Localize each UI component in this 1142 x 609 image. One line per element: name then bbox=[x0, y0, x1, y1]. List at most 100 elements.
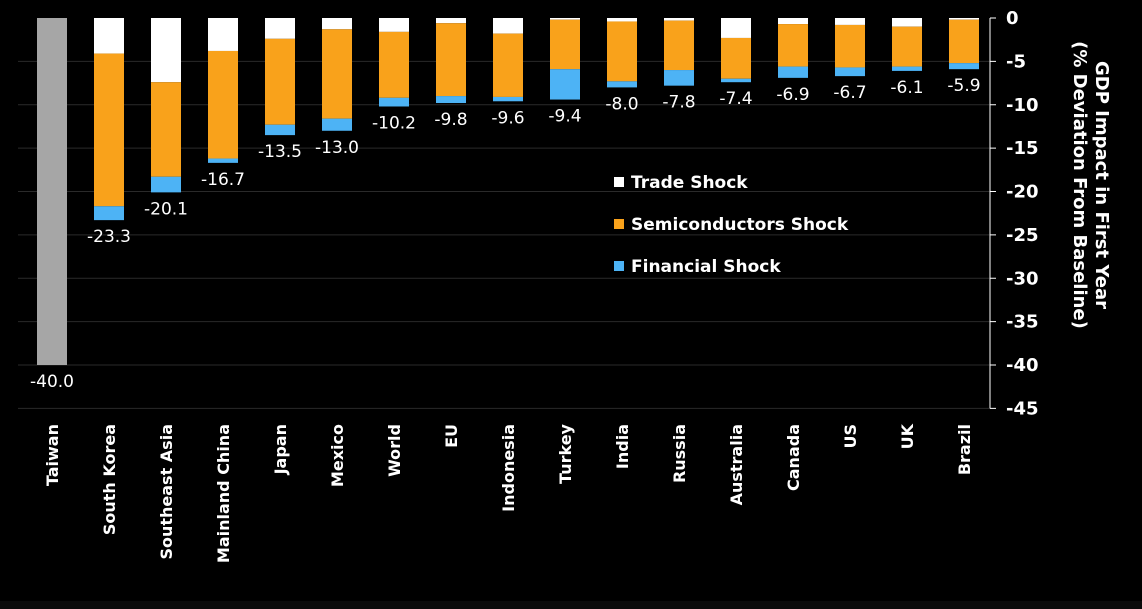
y-tick-label: -5 bbox=[1006, 51, 1026, 72]
category-label: South Korea bbox=[100, 424, 119, 535]
category-label: Russia bbox=[670, 424, 689, 483]
bar-segment-trade-shock bbox=[607, 18, 637, 22]
bar-segment-semiconductors-shock bbox=[949, 19, 979, 64]
bar-segment-semiconductors-shock bbox=[550, 19, 580, 70]
bar-segment-financial-shock bbox=[607, 81, 637, 88]
data-label: -7.8 bbox=[662, 93, 695, 113]
data-label: -40.0 bbox=[30, 372, 74, 392]
bar-segment-semiconductors-shock bbox=[94, 53, 124, 207]
legend-swatch-semiconductors bbox=[614, 219, 624, 229]
category-label: Brazil bbox=[955, 424, 974, 475]
bar-segment-trade-shock bbox=[778, 18, 808, 25]
legend-label-financial: Financial Shock bbox=[631, 257, 781, 277]
bar-segment-semiconductors-shock bbox=[835, 24, 865, 68]
bar-segment-trade-shock bbox=[208, 18, 238, 51]
bar-segment-trade-shock bbox=[436, 18, 466, 24]
data-label: -20.1 bbox=[144, 199, 188, 219]
legend-label-semiconductors: Semiconductors Shock bbox=[631, 215, 849, 235]
data-label: -6.1 bbox=[890, 78, 923, 98]
data-label: -6.9 bbox=[776, 85, 809, 105]
bar-segment-financial-shock bbox=[379, 97, 409, 107]
bar-segment-trade-shock bbox=[835, 18, 865, 25]
category-label: Taiwan bbox=[43, 424, 62, 486]
y-tick-label: -40 bbox=[1006, 355, 1039, 376]
bar-segment-semiconductors-shock bbox=[436, 23, 466, 97]
data-label: -9.8 bbox=[434, 110, 467, 130]
bar-segment-financial-shock bbox=[778, 66, 808, 78]
bar-segment-financial-shock bbox=[436, 96, 466, 104]
category-label: UK bbox=[898, 423, 917, 449]
y-tick-label: -35 bbox=[1006, 312, 1039, 333]
category-label: Japan bbox=[271, 424, 290, 475]
bar-segment-financial-shock bbox=[664, 70, 694, 86]
bar-segment-financial-shock bbox=[94, 206, 124, 221]
y-axis-title-line2: (% Deviation From Baseline) bbox=[1069, 41, 1090, 329]
bars bbox=[37, 18, 979, 365]
y-axis-title-line1: GDP Impact in First Year bbox=[1091, 61, 1112, 309]
y-axis-title: GDP Impact in First Year (% Deviation Fr… bbox=[1069, 41, 1112, 329]
bar-segment-semiconductors-shock bbox=[778, 24, 808, 67]
bar-segment-semiconductors-shock bbox=[322, 29, 352, 119]
bar-segment-trade-shock bbox=[721, 18, 751, 38]
y-axis: 0 -5 -10 -15 -20 -25 -30 -35 -40 -45 bbox=[989, 8, 1039, 419]
data-labels: -40.0 -23.3 -20.1 -16.7 -13.5 -13.0 -10.2 -9.8 -… bbox=[30, 76, 981, 392]
category-label: Turkey bbox=[556, 423, 575, 484]
bar-segment-semiconductors-shock bbox=[892, 26, 922, 67]
legend-label-trade: Trade Shock bbox=[631, 173, 748, 193]
data-label: -5.9 bbox=[947, 76, 980, 96]
data-label: -9.6 bbox=[491, 108, 524, 128]
bar-segment-semiconductors-shock bbox=[151, 82, 181, 177]
data-label: -8.0 bbox=[605, 94, 638, 114]
bar-segment-trade-shock bbox=[151, 18, 181, 83]
bar-segment-trade-shock bbox=[94, 18, 124, 54]
bar-segment-semiconductors-shock bbox=[208, 50, 238, 159]
y-tick-label: -20 bbox=[1006, 182, 1039, 203]
bar-segment-trade-shock bbox=[379, 18, 409, 32]
legend: Trade Shock Semiconductors Shock Financi… bbox=[614, 173, 849, 277]
category-label: Indonesia bbox=[499, 424, 518, 512]
bar-segment-trade-shock bbox=[322, 18, 352, 30]
footer-strip bbox=[0, 601, 1142, 609]
category-label: US bbox=[841, 424, 860, 449]
category-label: Australia bbox=[727, 424, 746, 505]
bar-segment-financial-shock bbox=[151, 176, 181, 193]
legend-swatch-financial bbox=[614, 261, 624, 271]
bar-segment-trade-shock bbox=[493, 18, 523, 34]
data-label: -10.2 bbox=[372, 113, 416, 133]
data-label: -13.5 bbox=[258, 142, 302, 162]
bar-segment-trade-shock bbox=[664, 18, 694, 21]
category-label: India bbox=[613, 424, 632, 469]
x-axis-categories: Taiwan South Korea Southeast Asia Mainland … bbox=[43, 423, 974, 563]
bar-segment-semiconductors-shock bbox=[265, 38, 295, 125]
data-label: -6.7 bbox=[833, 83, 866, 103]
data-label: -7.4 bbox=[719, 89, 752, 109]
category-label: World bbox=[385, 424, 404, 477]
y-tick-label: -45 bbox=[1006, 398, 1039, 419]
bar-segment-trade-shock bbox=[265, 18, 295, 39]
bar-segment-semiconductors-shock bbox=[607, 21, 637, 82]
bar-segment-semiconductors-shock bbox=[493, 33, 523, 97]
data-label: -23.3 bbox=[87, 227, 131, 247]
category-label: Mexico bbox=[328, 424, 347, 487]
bar-segment-financial-shock bbox=[949, 63, 979, 70]
bar-segment-semiconductors-shock bbox=[721, 37, 751, 79]
bar-segment-total bbox=[37, 18, 67, 365]
category-label: Mainland China bbox=[214, 424, 233, 563]
bar-segment-financial-shock bbox=[493, 96, 523, 102]
legend-swatch-trade bbox=[614, 177, 624, 187]
data-label: -13.0 bbox=[315, 138, 359, 158]
bar-segment-semiconductors-shock bbox=[379, 31, 409, 98]
bar-segment-financial-shock bbox=[835, 67, 865, 77]
y-tick-label: -15 bbox=[1006, 138, 1039, 159]
y-tick-label: -25 bbox=[1006, 225, 1039, 246]
bar-segment-semiconductors-shock bbox=[664, 20, 694, 71]
category-label: Canada bbox=[784, 424, 803, 491]
data-label: -16.7 bbox=[201, 170, 245, 190]
bar-segment-trade-shock bbox=[892, 18, 922, 27]
bar-segment-financial-shock bbox=[265, 124, 295, 136]
bar-segment-trade-shock bbox=[550, 18, 580, 20]
bar-segment-financial-shock bbox=[550, 69, 580, 100]
bar-segment-financial-shock bbox=[208, 158, 238, 163]
y-tick-label: 0 bbox=[1006, 8, 1019, 29]
